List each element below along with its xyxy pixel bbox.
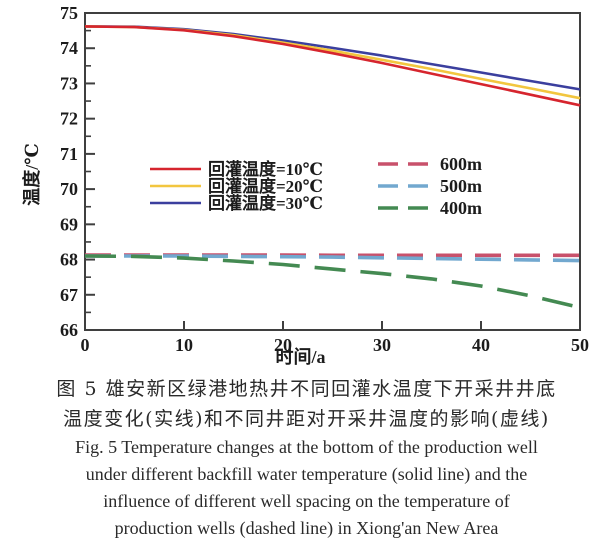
caption-en-line2: under different backfill water temperatu… [85,464,528,484]
y-tick-label: 73 [60,73,78,93]
caption-cn-line1: 图 5 雄安新区绿港地热井不同回灌水温度下开采井井底 [56,378,557,400]
y-tick-label: 74 [60,38,78,58]
legend-dashed-label: 500m [440,176,482,196]
y-tick-label: 67 [60,285,78,305]
figure-caption: 图 5 雄安新区绿港地热井不同回灌水温度下开采井井底 温度变化(实线)和不同井距… [0,374,613,542]
y-tick-label: 71 [60,144,78,164]
x-tick-label: 50 [571,335,589,355]
legend-solid-label: 回灌温度=20℃ [208,176,323,196]
series-line-500m [85,254,581,263]
y-tick-label: 70 [60,179,78,199]
caption-cn-line2: 温度变化(实线)和不同井距对开采井温度的影响(虚线) [63,408,550,430]
series-line-回灌温度=30℃ [84,25,581,91]
y-tick-label: 66 [60,320,78,340]
plot-border [84,12,581,331]
legend-solid-label: 回灌温度=10℃ [208,159,323,179]
series-line-回灌温度=10℃ [84,25,581,107]
series-line-回灌温度=20℃ [84,25,581,100]
x-tick-label: 40 [472,335,490,355]
x-tick-label: 0 [81,335,90,355]
series-line-400m [84,254,581,310]
x-tick-label: 10 [175,335,193,355]
y-tick-label: 72 [60,109,78,129]
chart-svg: 66 67 68 69 70 71 72 73 74 75 0 10 20 30 40 50 时间/a 温度/℃ 回… [21,3,589,367]
y-tick-label: 75 [60,3,78,23]
legend-dashed-label: 600m [440,154,482,174]
y-tick-label: 69 [60,214,78,234]
x-tick-label: 20 [274,335,292,355]
x-axis-title: 时间/a [275,347,325,367]
y-axis-title: 温度/℃ [21,143,42,206]
legend-dashed-label: 400m [440,198,482,218]
legend-solid-label: 回灌温度=30℃ [208,193,323,213]
caption-en-line1: Fig. 5 Temperature changes at the bottom… [75,437,538,457]
x-tick-label: 30 [373,335,391,355]
caption-en-line4: production wells (dashed line) in Xiong'… [114,518,499,538]
caption-en-line3: influence of different well spacing on t… [103,491,510,511]
y-tick-label: 68 [60,250,78,270]
